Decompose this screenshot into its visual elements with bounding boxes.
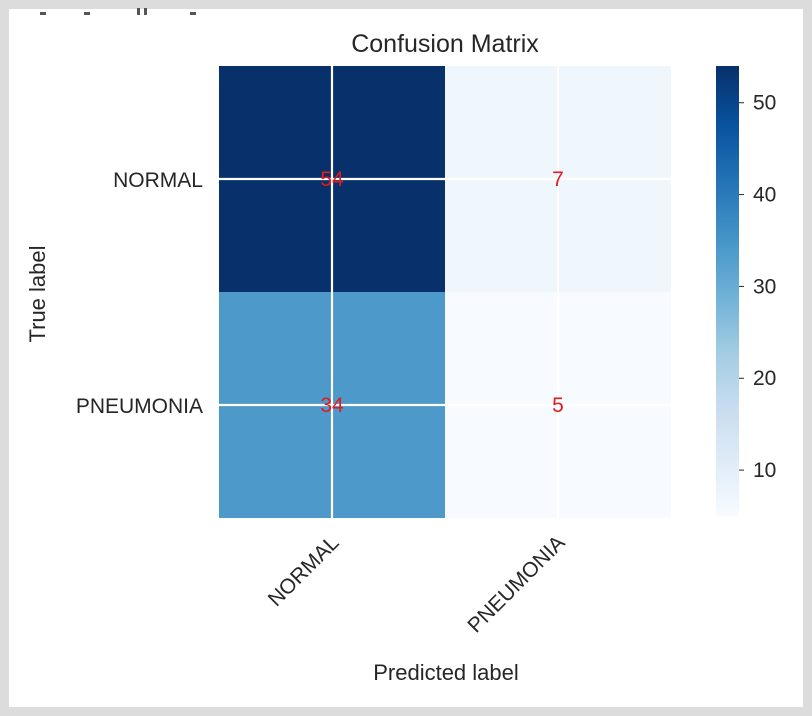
colorbar-tick-label: 30 [753,275,776,298]
y-axis-label: True label [25,245,50,342]
gridlines [219,66,671,518]
y-tick-label: PNEUMONIA [76,395,203,418]
colorbar-tick-label: 40 [753,184,776,207]
chart-title: Confusion Matrix [351,30,539,58]
colorbar-tick-label: 50 [753,92,776,115]
y-tick-label: NORMAL [113,169,203,192]
colorbar-tick-label: 20 [753,367,776,390]
x-axis-label: Predicted label [373,660,519,685]
cell-value-label: 7 [552,168,564,191]
cell-value-label: 54 [320,168,344,191]
cell-value-label: 34 [320,394,344,417]
x-tick-labels: NORMAL PNEUMONIA [264,531,570,637]
y-tick-labels: NORMAL PNEUMONIA [76,169,203,418]
cutoff-glyphs [40,4,200,16]
colorbar-tick-label: 10 [753,459,776,482]
cell-value-labels: 54 7 34 5 [320,168,564,417]
colorbar-tick-labels: 10 20 30 40 50 [739,92,776,482]
x-tick-label: NORMAL [264,531,344,611]
colorbar [716,66,739,516]
cell-value-label: 5 [552,394,564,417]
x-tick-label: PNEUMONIA [463,531,569,637]
heatmap-cells [219,66,671,518]
